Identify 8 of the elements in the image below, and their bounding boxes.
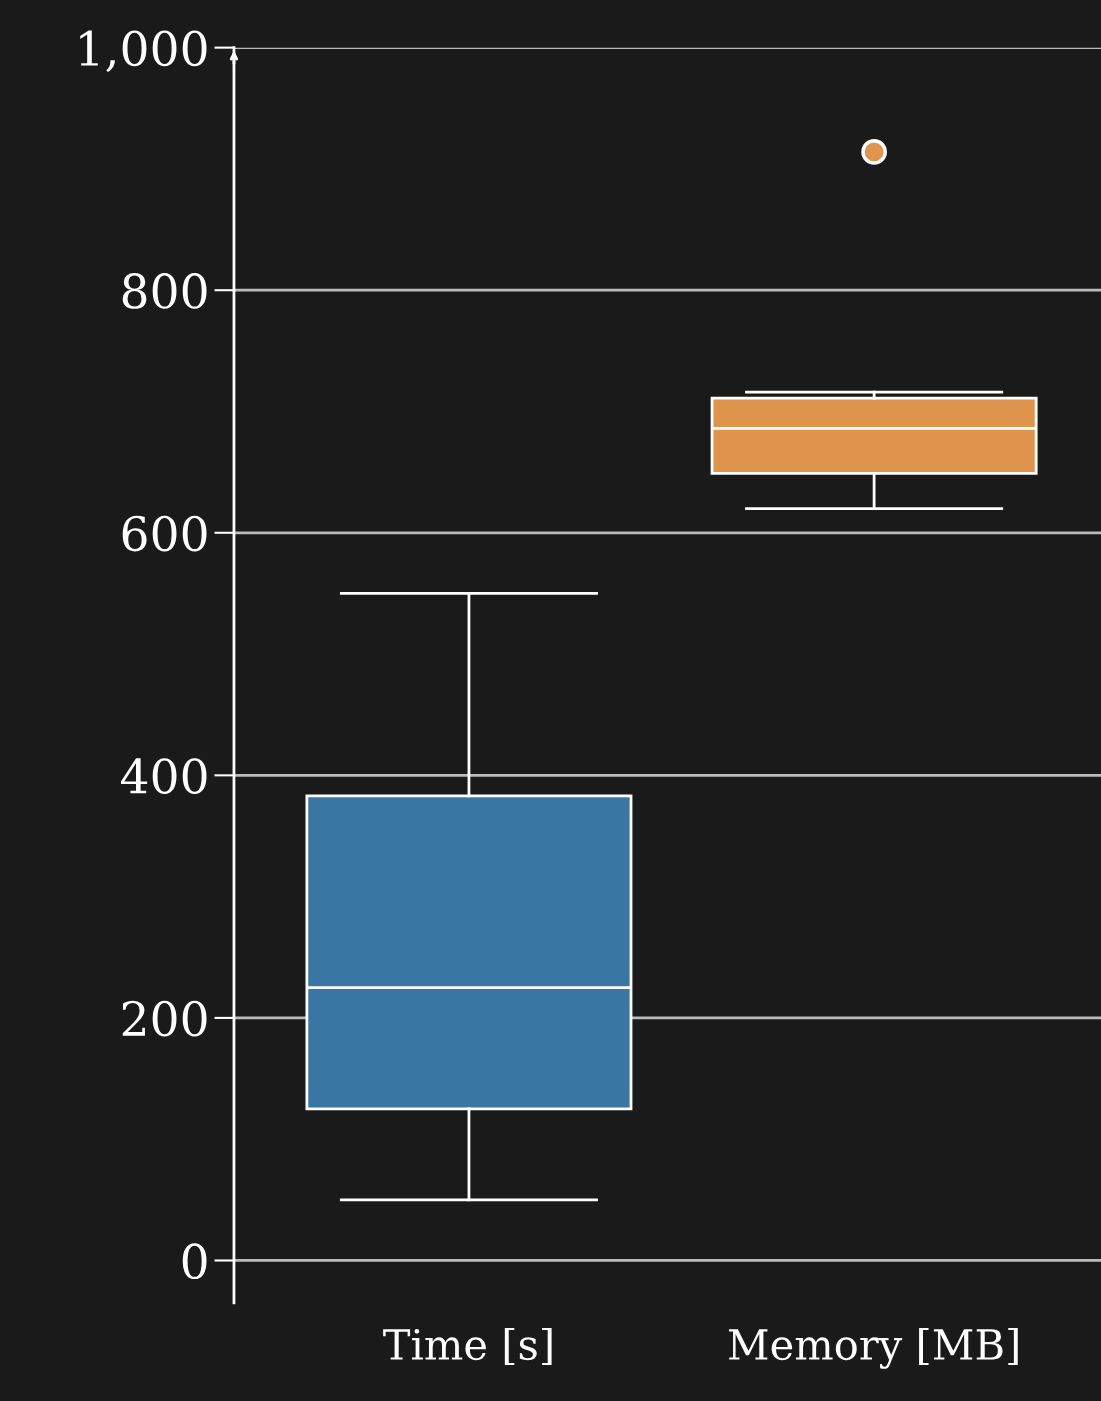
y-tick-label: 400 [120,758,207,794]
x-tick-label: Memory [MB] [728,1327,1018,1369]
y-tick-label: 600 [122,515,207,552]
y-tick-label: 0 [182,1243,207,1280]
x-tick-label: Time [s] [383,1327,552,1366]
y-tick-label: 200 [122,1000,207,1037]
y-tick-label: 800 [122,273,207,309]
y-tick-label: 1,000 [80,30,207,73]
